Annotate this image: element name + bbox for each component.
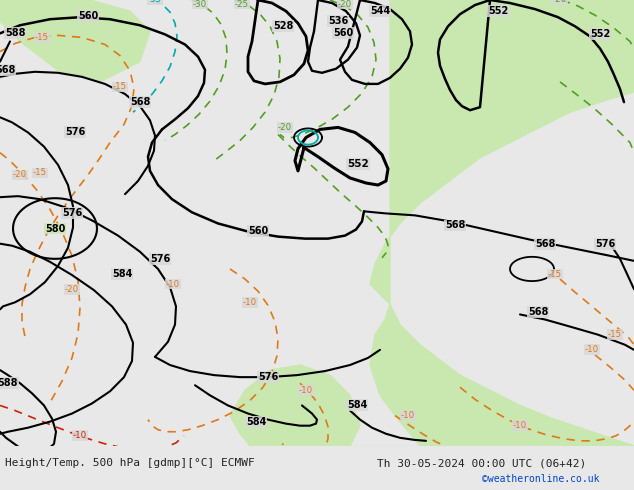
- Polygon shape: [230, 365, 360, 446]
- Text: 568: 568: [528, 307, 548, 318]
- Polygon shape: [370, 304, 634, 446]
- Text: 528: 528: [273, 21, 293, 31]
- Text: -10: -10: [401, 411, 415, 420]
- Text: -25: -25: [235, 0, 249, 8]
- Text: ©weatheronline.co.uk: ©weatheronline.co.uk: [482, 474, 599, 484]
- Text: 576: 576: [258, 372, 278, 382]
- Text: -10: -10: [166, 280, 180, 289]
- Text: 560: 560: [78, 11, 98, 21]
- Text: -15: -15: [33, 169, 47, 177]
- Text: 584: 584: [246, 416, 266, 427]
- Text: 584: 584: [347, 400, 367, 411]
- Text: 552: 552: [590, 29, 610, 39]
- Text: 588: 588: [0, 378, 18, 388]
- Text: -10: -10: [243, 298, 257, 307]
- Text: -15: -15: [548, 270, 562, 278]
- Polygon shape: [370, 0, 634, 304]
- Text: 576: 576: [595, 239, 615, 249]
- Text: -35: -35: [148, 0, 162, 4]
- Text: 536: 536: [328, 16, 348, 26]
- Text: -10: -10: [299, 386, 313, 395]
- Text: -20: -20: [65, 285, 79, 294]
- Text: -15: -15: [113, 82, 127, 92]
- Text: -30: -30: [193, 0, 207, 8]
- Text: -20: -20: [338, 0, 352, 8]
- Text: 588: 588: [4, 28, 25, 38]
- Text: -15: -15: [35, 33, 49, 42]
- Polygon shape: [300, 446, 634, 451]
- Text: 560: 560: [248, 225, 268, 236]
- Text: -10: -10: [513, 421, 527, 430]
- Polygon shape: [0, 0, 150, 82]
- Text: -10: -10: [73, 431, 87, 441]
- Text: 568: 568: [130, 97, 150, 107]
- Text: 576: 576: [150, 254, 170, 264]
- Text: -20: -20: [553, 0, 567, 4]
- Text: -20: -20: [13, 171, 27, 179]
- Text: 568: 568: [445, 220, 465, 230]
- Text: 576: 576: [65, 127, 85, 138]
- Text: Height/Temp. 500 hPa [gdmp][°C] ECMWF: Height/Temp. 500 hPa [gdmp][°C] ECMWF: [5, 458, 255, 468]
- Text: Th 30-05-2024 00:00 UTC (06+42): Th 30-05-2024 00:00 UTC (06+42): [377, 458, 586, 468]
- Text: -15: -15: [608, 330, 622, 339]
- Text: 560: 560: [333, 28, 353, 38]
- Text: -20: -20: [278, 123, 292, 132]
- Text: 584: 584: [112, 269, 132, 279]
- Text: 568: 568: [535, 239, 555, 249]
- Text: 552: 552: [488, 6, 508, 16]
- Text: 544: 544: [370, 6, 390, 16]
- Text: 552: 552: [347, 159, 369, 169]
- Text: 580: 580: [45, 223, 65, 234]
- Text: 568: 568: [0, 65, 15, 75]
- Text: -10: -10: [585, 345, 599, 354]
- Text: 576: 576: [62, 208, 82, 219]
